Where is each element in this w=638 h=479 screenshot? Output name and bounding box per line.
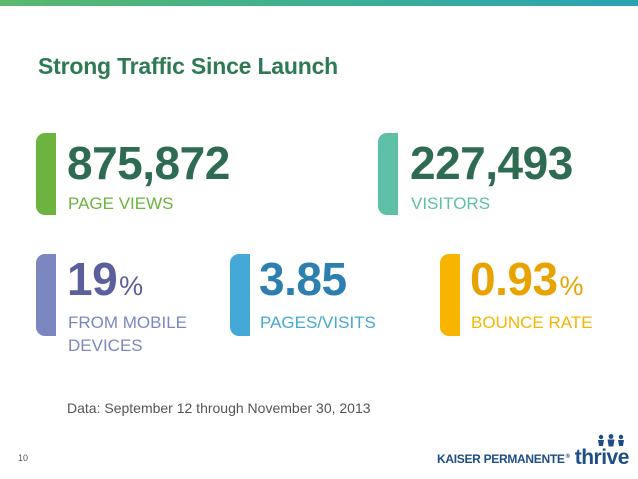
mobile-value: 19	[67, 253, 118, 305]
mobile-accent-bar	[36, 254, 56, 336]
data-range-footnote: Data: September 12 through November 30, …	[67, 400, 371, 416]
kaiser-permanente-brand: KAISER PERMANENTE	[437, 452, 565, 466]
page-number: 10	[18, 453, 29, 463]
bounce-rate-value-group: 0.93%	[470, 253, 584, 305]
slide-title: Strong Traffic Since Launch	[38, 53, 339, 79]
mobile-label-line2: DEVICES	[68, 336, 143, 355]
pages-per-visit-label: PAGES/VISITS	[260, 313, 376, 332]
bounce-rate-value: 0.93	[470, 253, 558, 305]
page-views-label: PAGE VIEWS	[68, 194, 174, 213]
visitors-label: VISITORS	[411, 194, 491, 213]
mobile-label: FROM MOBILE DEVICES	[68, 311, 187, 357]
kaiser-permanente-wordmark: KAISER PERMANENTE®	[437, 452, 570, 466]
visitors-accent-bar	[378, 133, 398, 215]
kaiser-thrive-logo: KAISER PERMANENTE® thrive	[437, 434, 637, 470]
thrive-logo: thrive	[575, 434, 637, 470]
page-views-value: 875,872	[67, 137, 230, 189]
registered-mark: ®	[565, 454, 570, 460]
thrive-wordmark: thrive	[574, 446, 630, 469]
visitors-value: 227,493	[410, 137, 573, 189]
mobile-percent-sign: %	[119, 271, 143, 301]
bounce-rate-label: BOUNCE RATE	[471, 313, 593, 332]
mobile-value-group: 19%	[67, 256, 143, 302]
page-views-accent-bar	[36, 133, 56, 215]
pages-per-visit-value: 3.85	[259, 253, 347, 305]
pages-per-visit-accent-bar	[230, 254, 250, 336]
top-accent-bar	[0, 0, 638, 6]
bounce-rate-accent-bar	[440, 254, 460, 336]
bounce-rate-percent-sign: %	[559, 271, 584, 301]
mobile-label-line1: FROM MOBILE	[68, 313, 188, 332]
people-icon	[597, 434, 624, 447]
